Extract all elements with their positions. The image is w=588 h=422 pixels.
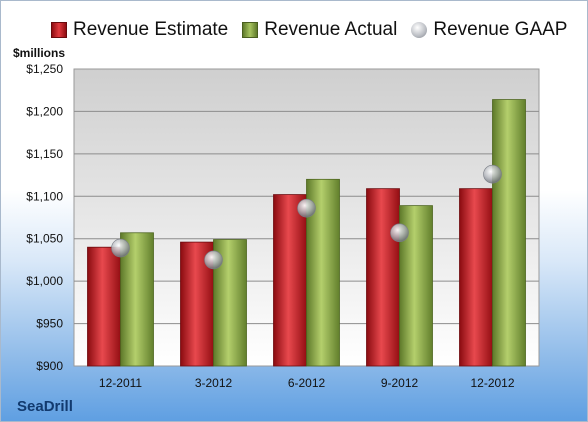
y-tick-label: $1,100 [26,189,63,203]
x-tick-label: 12-2012 [470,376,514,390]
bar-actual [492,99,526,367]
gray-sphere-icon [411,22,428,38]
y-tick-label: $1,250 [26,62,63,76]
legend: Revenue Estimate Revenue Actual Revenue … [51,17,581,43]
bar-estimate [366,188,400,367]
legend-label-gaap: Revenue GAAP [433,19,568,40]
red-bar-icon [51,22,67,38]
legend-label-estimate: Revenue Estimate [73,19,229,40]
y-tick-label: $1,000 [26,274,63,288]
y-tick-label: $900 [36,359,63,373]
gaap-point [111,238,130,258]
company-name: SeaDrill [17,398,73,415]
gaap-point [483,164,502,184]
y-tick-label: $950 [36,317,63,331]
gaap-point [297,198,316,218]
y-tick-label: $1,050 [26,232,63,246]
gaap-point [390,223,409,243]
x-tick-label: 12-2011 [99,376,142,390]
x-tick-label: 6-2012 [288,376,326,390]
legend-item-gaap: Revenue GAAP [411,19,567,41]
bar-estimate [459,188,493,367]
x-tick-label: 3-2012 [195,376,233,390]
gaap-point [204,250,223,270]
green-bar-icon [242,22,259,38]
y-tick-label: $1,150 [26,147,63,161]
legend-label-actual: Revenue Actual [264,19,398,40]
bar-estimate [273,194,307,367]
bar-estimate [87,246,121,367]
y-unit-label: $millions [13,46,66,60]
legend-item-estimate: Revenue Estimate [51,19,228,41]
x-tick-label: 9-2012 [381,376,419,390]
legend-item-actual: Revenue Actual [242,19,397,41]
y-tick-label: $1,200 [26,104,63,118]
